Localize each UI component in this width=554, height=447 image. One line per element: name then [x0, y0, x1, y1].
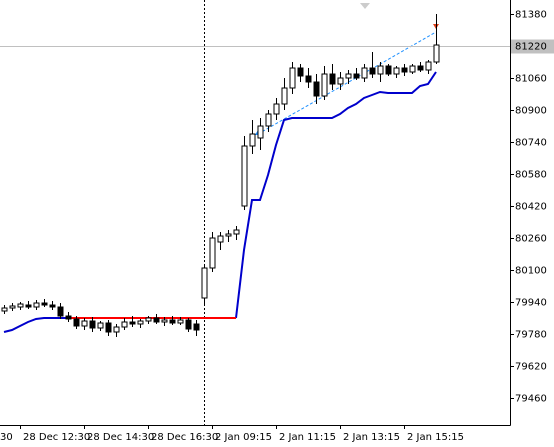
candle-body: [297, 67, 304, 77]
candle-body: [313, 81, 320, 97]
candle-body: [105, 322, 112, 333]
candle-body: [289, 67, 296, 89]
candle-body: [185, 319, 192, 330]
y-tick-label: 80900: [515, 106, 547, 117]
candle-body: [241, 145, 248, 207]
candle-body: [377, 65, 384, 75]
candle-body: [41, 302, 48, 306]
candle-body: [385, 65, 392, 75]
indicator-line: [3, 317, 68, 333]
candle-body: [57, 306, 64, 317]
candle-body: [145, 317, 152, 322]
candle-body: [25, 304, 32, 308]
candle-body: [33, 302, 40, 308]
shift-marker: [360, 3, 370, 9]
candle-body: [393, 67, 400, 75]
y-tick-label: 81380: [515, 10, 547, 21]
candle-body: [409, 65, 416, 73]
candle-body: [273, 103, 280, 115]
candle-body: [329, 73, 336, 85]
candle-body: [321, 73, 328, 97]
y-tick-label: 79940: [515, 298, 547, 309]
candle-body: [193, 323, 200, 331]
indicator-line: [235, 71, 437, 319]
candle-body: [257, 125, 264, 139]
candle-body: [121, 321, 128, 328]
candle-body: [153, 317, 160, 323]
x-tick-label: 30: [0, 432, 13, 443]
candle-body: [17, 303, 24, 308]
y-tick-label: 79780: [515, 330, 547, 341]
y-tick-label: 80580: [515, 170, 547, 181]
candle-body: [209, 237, 216, 269]
candle-body: [169, 319, 176, 324]
candle-body: [49, 304, 56, 308]
x-tick-label: 28 Dec 14:30: [87, 432, 154, 443]
x-tick-label: 28 Dec 12:30: [23, 432, 90, 443]
candle-body: [249, 133, 256, 147]
candle-body: [1, 307, 8, 312]
candle-body: [337, 77, 344, 85]
candle-body: [417, 65, 424, 71]
candle-body: [433, 44, 440, 63]
candle-body: [265, 113, 272, 127]
candle-body: [129, 321, 136, 325]
candle-body: [201, 267, 208, 299]
y-tick-label: 81060: [515, 74, 547, 85]
candle-body: [369, 67, 376, 75]
candle-body: [225, 233, 232, 237]
candle-body: [233, 229, 240, 235]
y-tick-label: 81220: [515, 42, 547, 53]
candle-body: [305, 75, 312, 83]
x-tick-label: 2 Jan 09:15: [215, 432, 272, 443]
candle-body: [281, 87, 288, 105]
candle-body: [217, 235, 224, 243]
y-tick-label: 80740: [515, 138, 547, 149]
candle-body: [73, 318, 80, 327]
candle-body: [81, 320, 88, 327]
x-tick-label: 2 Jan 13:15: [343, 432, 400, 443]
candle-body: [89, 320, 96, 329]
candle-body: [161, 319, 168, 323]
y-tick-label: 80100: [515, 266, 547, 277]
x-tick-label: 2 Jan 15:15: [407, 432, 464, 443]
candle-body: [177, 319, 184, 324]
y-tick-label: 80420: [515, 202, 547, 213]
y-tick-label: 79620: [515, 362, 547, 373]
candle-body: [345, 73, 352, 79]
price-label-box: [511, 39, 554, 54]
candle-body: [97, 322, 104, 329]
x-tick-label: 2 Jan 11:15: [279, 432, 336, 443]
x-tick-label: 28 Dec 16:30: [151, 432, 218, 443]
candle-body: [361, 67, 368, 79]
y-tick-label: 80260: [515, 234, 547, 245]
candle-body: [425, 61, 432, 71]
candle-body: [65, 315, 72, 320]
trend-line: [257, 31, 437, 135]
candle-body: [113, 326, 120, 333]
candle-body: [401, 67, 408, 73]
candle-body: [353, 73, 360, 79]
y-tick-label: 79460: [515, 394, 547, 405]
candle-body: [137, 320, 144, 325]
candle-body: [9, 305, 16, 309]
